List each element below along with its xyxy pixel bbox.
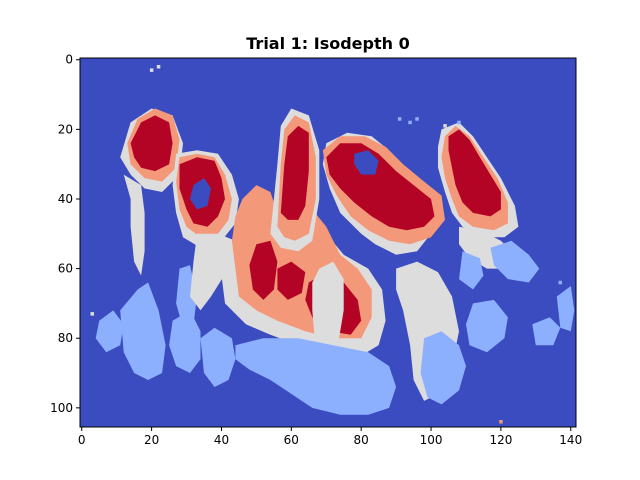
- y-tick-label: 20: [58, 122, 73, 136]
- x-axis: 0 20 40 60 80 100 120 140: [78, 427, 582, 447]
- heatmap-region-level-1: [466, 299, 508, 353]
- plot-frame: [79, 57, 577, 428]
- heatmap-region-level-4: [448, 129, 501, 217]
- y-tick-label: 40: [58, 192, 73, 206]
- heatmap-cell: [558, 280, 562, 285]
- heatmap-region-level-1: [490, 240, 540, 283]
- heatmap-cell: [415, 117, 419, 121]
- heatmap-region-level-4: [280, 125, 309, 220]
- chart-title: Trial 1: Isodepth 0: [246, 34, 409, 53]
- heatmap-region-level-0: [190, 178, 211, 210]
- heatmap-region-level-2: [312, 261, 344, 367]
- x-tick-label: 80: [354, 433, 369, 447]
- heatmap-region-level-1: [200, 327, 236, 387]
- heatmap-region-level-1: [532, 317, 561, 346]
- x-tick-label: 100: [420, 433, 443, 447]
- heatmap-cell: [499, 420, 503, 424]
- y-axis: 0 20 40 60 80 100: [50, 53, 80, 415]
- heatmap-region-level-1: [459, 251, 484, 290]
- y-tick-label: 0: [65, 53, 73, 67]
- heatmap-region-level-2: [190, 233, 236, 311]
- y-tick-label: 80: [58, 331, 73, 345]
- heatmap-region-level-2: [123, 174, 145, 276]
- heatmap-region-level-4: [249, 240, 278, 300]
- heatmap-cell: [408, 120, 412, 125]
- x-tick-label: 60: [284, 433, 299, 447]
- heatmap-cell: [457, 120, 461, 125]
- heatmap-cell: [156, 65, 161, 69]
- heatmap-region-level-1: [235, 338, 397, 415]
- heatmap-region-level-1: [556, 286, 575, 332]
- x-tick-label: 140: [559, 433, 582, 447]
- x-tick-label: 40: [214, 433, 229, 447]
- heatmap-cell: [443, 124, 447, 128]
- heatmap-region-level-0: [354, 150, 379, 175]
- heatmap-cell: [149, 68, 154, 72]
- heatmap-region-level-4: [277, 261, 306, 300]
- x-tick-label: 20: [144, 433, 159, 447]
- y-tick-label: 100: [50, 401, 73, 415]
- heatmap-region-level-1: [95, 310, 124, 353]
- y-tick-label: 60: [58, 262, 73, 276]
- heatmap-region-level-4: [130, 115, 173, 172]
- heatmap-region-level-1: [169, 310, 201, 373]
- heatmap-region-level-1: [420, 331, 466, 405]
- heatmap-regions: [90, 65, 575, 424]
- heatmap-region-level-4: [326, 143, 435, 231]
- heatmap-cell: [397, 117, 402, 121]
- x-tick-label: 120: [489, 433, 512, 447]
- x-tick-label: 0: [78, 433, 86, 447]
- heatmap-cell: [90, 312, 94, 316]
- heatmap-region-level-1: [120, 282, 166, 380]
